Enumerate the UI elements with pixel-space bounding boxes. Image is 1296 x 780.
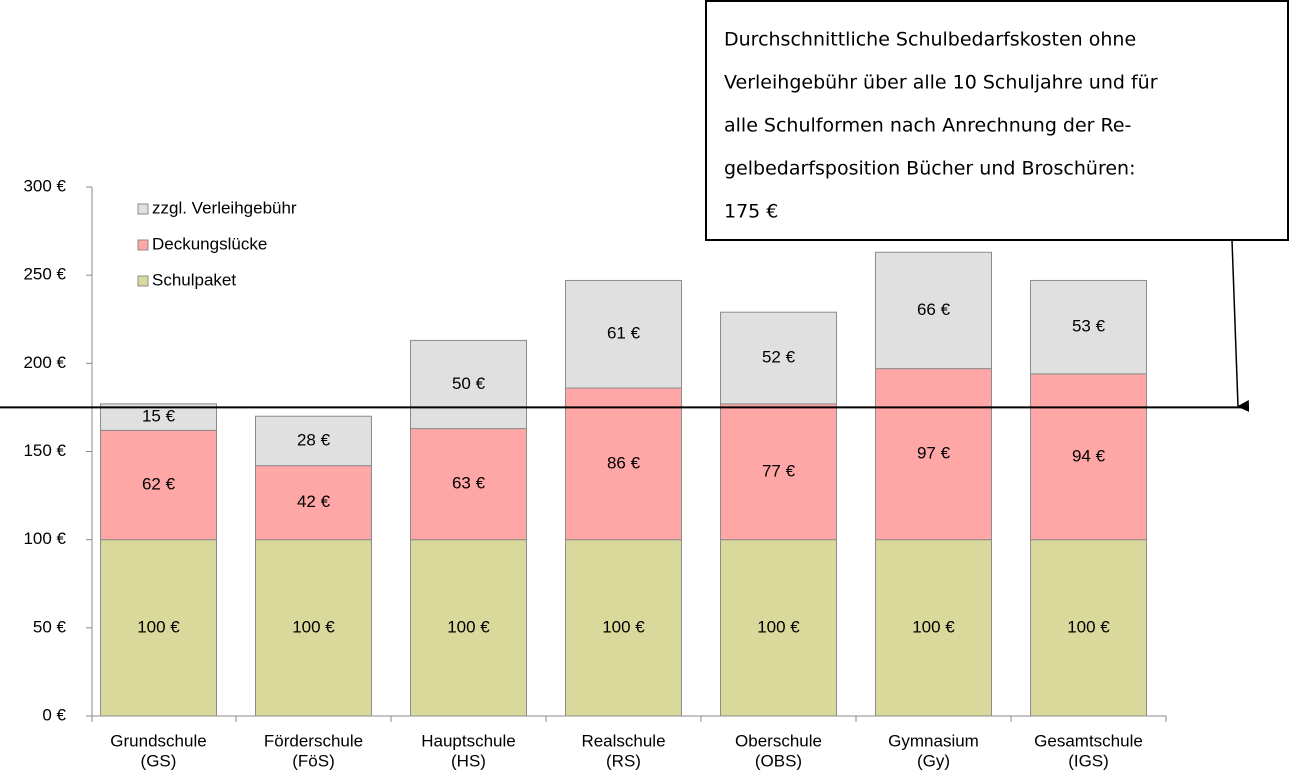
bar-segment	[720, 311, 837, 405]
y-tick-label: 50 €	[33, 617, 67, 636]
bar-segment	[410, 339, 527, 430]
value-label: 100 €	[602, 617, 645, 636]
value-label: 100 €	[1067, 617, 1110, 636]
bar-segment	[875, 539, 992, 717]
bar-segment	[100, 539, 217, 717]
value-label: 53 €	[1072, 317, 1106, 336]
annotation-text: Durchschnittliche Schulbedarfskosten ohn…	[724, 29, 1136, 51]
legend-swatch	[137, 275, 149, 287]
value-label: 63 €	[452, 474, 486, 493]
value-label: 100 €	[912, 617, 955, 636]
x-tick-label: Oberschule	[735, 731, 822, 750]
value-label: 50 €	[452, 374, 486, 393]
bar-segment	[410, 428, 527, 541]
bar-segment	[875, 368, 992, 541]
y-tick-label: 100 €	[23, 529, 66, 548]
legend-label: Schulpaket	[152, 270, 236, 289]
x-tick-label: Förderschule	[264, 731, 363, 750]
x-tick-label: Grundschule	[110, 731, 206, 750]
x-tick-label: (RS)	[606, 751, 641, 770]
y-tick-label: 200 €	[23, 353, 66, 372]
bar-segment	[565, 279, 682, 389]
bar-segment	[255, 465, 372, 541]
value-label: 28 €	[297, 430, 331, 449]
bar-segment	[255, 415, 372, 467]
x-tick-label: Realschule	[581, 731, 665, 750]
annotation-text: 175 €	[724, 201, 778, 223]
bar-segment	[875, 251, 992, 370]
annotation-text: gelbedarfsposition Bücher und Broschüren…	[724, 158, 1135, 180]
value-label: 77 €	[762, 461, 796, 480]
y-tick-label: 150 €	[23, 441, 66, 460]
value-label: 52 €	[762, 348, 796, 367]
value-label: 100 €	[757, 617, 800, 636]
annotation-text: Verleihgebühr über alle 10 Schuljahre un…	[724, 72, 1158, 94]
legend-label: Deckungslücke	[152, 234, 267, 253]
value-label: 61 €	[607, 324, 641, 343]
value-label: 66 €	[917, 300, 951, 319]
annotation-text: alle Schulformen nach Anrechnung der Re-	[724, 115, 1131, 137]
x-tick-label: (HS)	[451, 751, 486, 770]
value-label: 15 €	[142, 407, 176, 426]
value-label: 62 €	[142, 474, 176, 493]
value-label: 86 €	[607, 453, 641, 472]
value-label: 100 €	[137, 617, 180, 636]
bar-segment	[100, 429, 217, 541]
bar-segment	[565, 539, 682, 717]
bar-segment	[565, 387, 682, 541]
bar-segment	[255, 539, 372, 717]
y-tick-label: 300 €	[23, 176, 66, 195]
y-tick-label: 250 €	[23, 265, 66, 284]
value-label: 94 €	[1072, 446, 1106, 465]
y-tick-label: 0 €	[42, 705, 66, 724]
bar-segment	[720, 539, 837, 717]
x-tick-label: (Gy)	[917, 751, 950, 770]
value-label: 100 €	[292, 617, 335, 636]
x-tick-label: Hauptschule	[421, 731, 516, 750]
value-label: 100 €	[447, 617, 490, 636]
x-tick-label: Gesamtschule	[1034, 731, 1143, 750]
value-label: 42 €	[297, 492, 331, 511]
bar-segment	[1030, 539, 1147, 717]
x-tick-label: (FöS)	[292, 751, 335, 770]
x-tick-label: (IGS)	[1068, 751, 1109, 770]
x-tick-label: (OBS)	[755, 751, 802, 770]
value-label: 97 €	[917, 444, 951, 463]
legend-swatch	[137, 203, 149, 215]
bar-segment	[720, 403, 837, 541]
legend-label: zzgl. Verleihgebühr	[152, 198, 297, 217]
legend-swatch	[137, 239, 149, 251]
bar-segment	[1030, 279, 1147, 375]
annotation-arrow	[1231, 239, 1250, 413]
x-tick-label: Gymnasium	[888, 731, 979, 750]
annotation-box	[705, 0, 1289, 241]
x-tick-label: (GS)	[141, 751, 177, 770]
